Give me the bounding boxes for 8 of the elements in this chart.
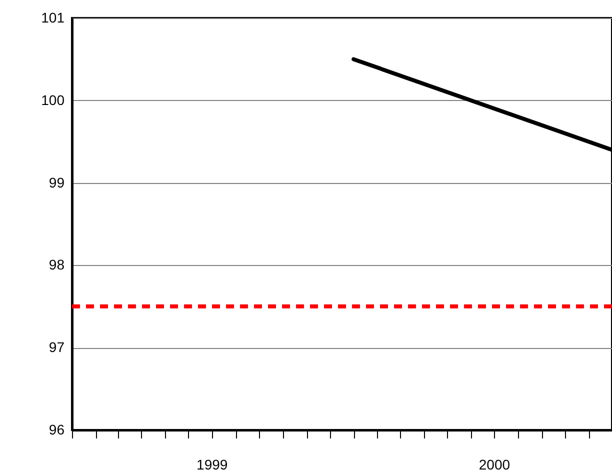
y-tick-label: 96 [48,422,65,438]
x-tick-label: 1999 [196,456,228,472]
y-tick-label: 98 [48,256,65,273]
y-tick-label: 97 [48,339,65,356]
y-tick-label: 100 [41,92,65,108]
y-tick-label: 101 [41,10,65,26]
x-tick-label: 2000 [478,456,510,472]
y-tick-label: 99 [48,174,65,190]
